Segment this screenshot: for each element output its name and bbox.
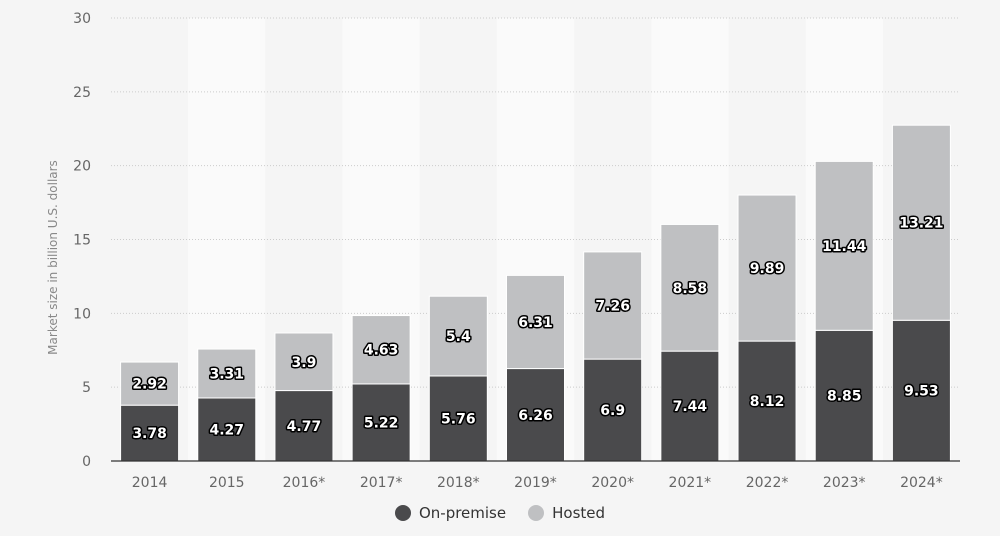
data-label: 5.76 [441,411,476,427]
data-label: 4.77 [287,419,322,435]
y-tick-label: 25 [73,85,91,101]
bars [120,124,951,462]
x-tick-label: 2022* [746,475,789,491]
bar-on-premise[interactable] [583,358,643,462]
bar-hosted[interactable] [120,361,180,406]
x-tick-label: 2024* [900,475,943,491]
y-tick-label: 30 [73,11,91,27]
bar-on-premise[interactable] [120,404,180,462]
y-tick-label: 10 [73,306,91,322]
legend-label-on-premise: On-premise [418,504,507,522]
bar-hosted[interactable] [197,348,257,399]
y-tick-label: 15 [73,233,91,249]
data-label: 5.4 [446,329,471,345]
data-label: 3.78 [132,426,167,442]
bar-on-premise[interactable] [197,397,257,462]
legend-swatch-on-premise [394,505,411,521]
data-label: 8.58 [673,281,708,297]
x-tick-label: 2017* [360,475,403,491]
bar-hosted[interactable] [583,251,643,360]
x-tick-label: 2018* [437,475,480,491]
y-tick-label: 5 [82,380,91,396]
bar-on-premise[interactable] [428,375,488,462]
x-tick-label: 2015 [209,475,245,491]
x-tick-label: 2014 [132,475,168,491]
x-tick-label: 2016* [283,475,326,491]
y-axis-ticks: 0 5 10 15 20 25 30 [73,11,91,470]
legend-swatch-hosted [528,505,545,521]
bar-hosted[interactable] [814,160,874,331]
bar-on-premise[interactable] [274,390,334,462]
x-tick-label: 2021* [669,475,712,491]
legend-item-on-premise[interactable]: On-premise [394,504,507,522]
data-label: 4.27 [209,422,244,438]
x-tick-label: 2023* [823,475,866,491]
bar-hosted[interactable] [428,295,488,377]
x-tick-label: 2019* [514,475,557,491]
legend-item-hosted[interactable]: Hosted [528,504,605,522]
data-label: 7.26 [595,299,630,315]
bar-on-premise[interactable] [660,350,720,462]
data-label: 13.21 [899,216,943,232]
y-axis-title: Market size in billion U.S. dollars [46,160,60,355]
data-label: 6.9 [600,403,625,419]
data-label: 11.44 [822,239,867,255]
bar-hosted[interactable] [506,274,565,370]
bar-hosted[interactable] [274,332,334,392]
bar-on-premise[interactable] [891,319,951,462]
data-label: 7.44 [673,399,708,415]
x-tick-label: 2020* [591,475,634,491]
y-tick-label: 0 [82,454,91,470]
stacked-bar-chart: 0 5 10 15 20 25 30 3.78 2.92 4.27 3.31 4.77 3.9 5.22… [46,11,960,491]
bar-hosted[interactable] [660,223,720,352]
data-label: 2.92 [132,377,167,393]
data-label: 3.9 [292,355,317,371]
data-label: 4.63 [364,343,399,359]
legend-label-hosted: Hosted [552,504,606,522]
bar-hosted[interactable] [351,315,411,385]
bar-hosted[interactable] [891,124,951,321]
data-label: 9.89 [750,261,785,277]
data-label: 5.22 [364,415,399,431]
x-axis-ticks: 2014 2015 2016* 2017* 2018* 2019* 2020* 2021* 20… [132,475,943,491]
data-label: 8.85 [827,389,862,405]
data-label: 9.53 [904,384,939,400]
bar-on-premise[interactable] [814,329,874,462]
legend: On-premise Hosted [0,504,1000,522]
data-label: 8.12 [750,394,785,410]
data-label: 6.31 [518,315,553,331]
y-tick-label: 20 [73,159,91,175]
bar-hosted[interactable] [737,194,797,342]
data-label: 6.26 [518,408,553,424]
data-label: 3.31 [209,367,244,383]
data-labels: 3.78 2.92 4.27 3.31 4.77 3.9 5.22 4.63 5.76 5.4 6.… [131,214,945,443]
bar-on-premise[interactable] [737,340,797,462]
